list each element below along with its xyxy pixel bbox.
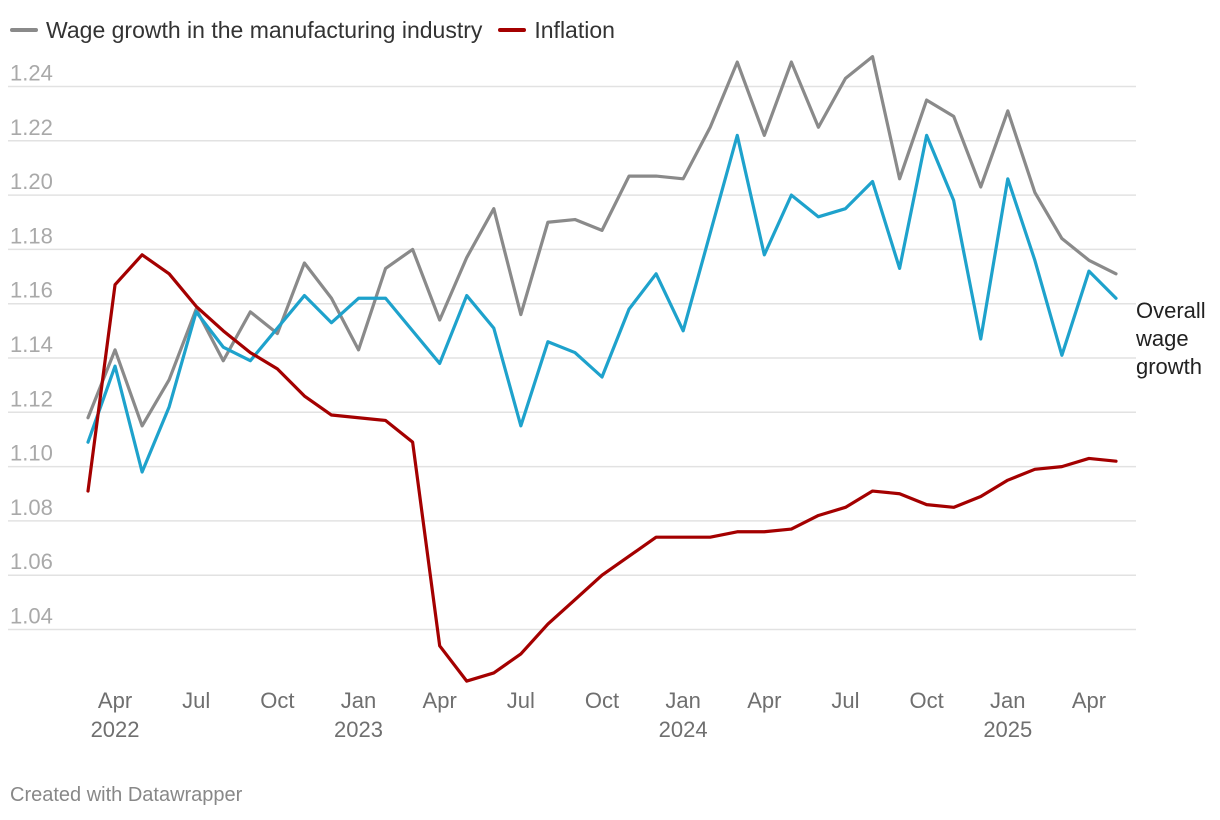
x-tick-label: Apr — [423, 688, 457, 713]
y-tick-label: 1.22 — [10, 115, 53, 140]
x-tick-label: Jul — [182, 688, 210, 713]
y-tick-label: 1.10 — [10, 441, 53, 466]
y-tick-label: 1.24 — [10, 61, 53, 86]
y-tick-label: 1.16 — [10, 278, 53, 303]
series-line-wage-growth-in-the-manufacturing-industry — [86, 55, 1118, 428]
legend-item-wage-manufacturing: Wage growth in the manufacturing industr… — [10, 17, 482, 44]
annotation-line: wage — [1135, 326, 1189, 351]
x-tick-label: Jan — [665, 688, 700, 713]
x-tick-label: Jul — [831, 688, 859, 713]
y-tick-label: 1.18 — [10, 223, 53, 248]
x-tick-label: Apr — [98, 688, 132, 713]
y-tick-label: 1.12 — [10, 386, 53, 411]
x-axis: Apr 2022 Jul Oct Jan 2023 Apr Jul Oct Jan 2024 Apr J… — [91, 688, 1106, 742]
legend-swatch-inflation — [498, 28, 527, 32]
y-grid: 1.04 1.06 1.08 1.10 1.12 1.14 1.16 1.18 1.20 1.22… — [8, 61, 1136, 631]
chart-legend: Wage growth in the manufacturing industr… — [10, 14, 631, 46]
x-tick-label: Jul — [507, 688, 535, 713]
legend-label-inflation: Inflation — [534, 16, 615, 43]
x-tick-label: Oct — [585, 688, 619, 713]
y-tick-label: 1.20 — [10, 169, 53, 194]
x-tick-label: Jan — [990, 688, 1025, 713]
legend-swatch-wage-manufacturing — [10, 28, 38, 32]
x-tick-year-label: 2024 — [659, 717, 708, 742]
series-line-inflation — [86, 253, 1118, 683]
series-group — [86, 55, 1118, 683]
x-tick-year-label: 2022 — [91, 717, 140, 742]
y-tick-label: 1.14 — [10, 332, 53, 357]
x-tick-year-label: 2023 — [334, 717, 383, 742]
legend-label-wage-manufacturing: Wage growth in the manufacturing industr… — [46, 16, 483, 43]
x-tick-label: Jan — [341, 688, 376, 713]
x-tick-label: Apr — [747, 688, 781, 713]
series-line-overall-wage-growth — [86, 133, 1118, 474]
x-tick-year-label: 2025 — [983, 717, 1032, 742]
footer-credit: Created with Datawrapper — [10, 784, 243, 806]
x-tick-label: Oct — [910, 688, 944, 713]
annotation-line: Overall — [1136, 298, 1206, 323]
x-tick-label: Oct — [260, 688, 294, 713]
y-tick-label: 1.08 — [10, 495, 53, 520]
x-tick-label: Apr — [1072, 688, 1106, 713]
y-tick-label: 1.04 — [10, 604, 53, 629]
annotation-line: growth — [1136, 354, 1202, 379]
y-tick-label: 1.06 — [10, 549, 53, 574]
legend-item-inflation: Inflation — [498, 17, 615, 44]
annotation-overall-wage-growth: Overall wage growth — [1135, 298, 1206, 379]
